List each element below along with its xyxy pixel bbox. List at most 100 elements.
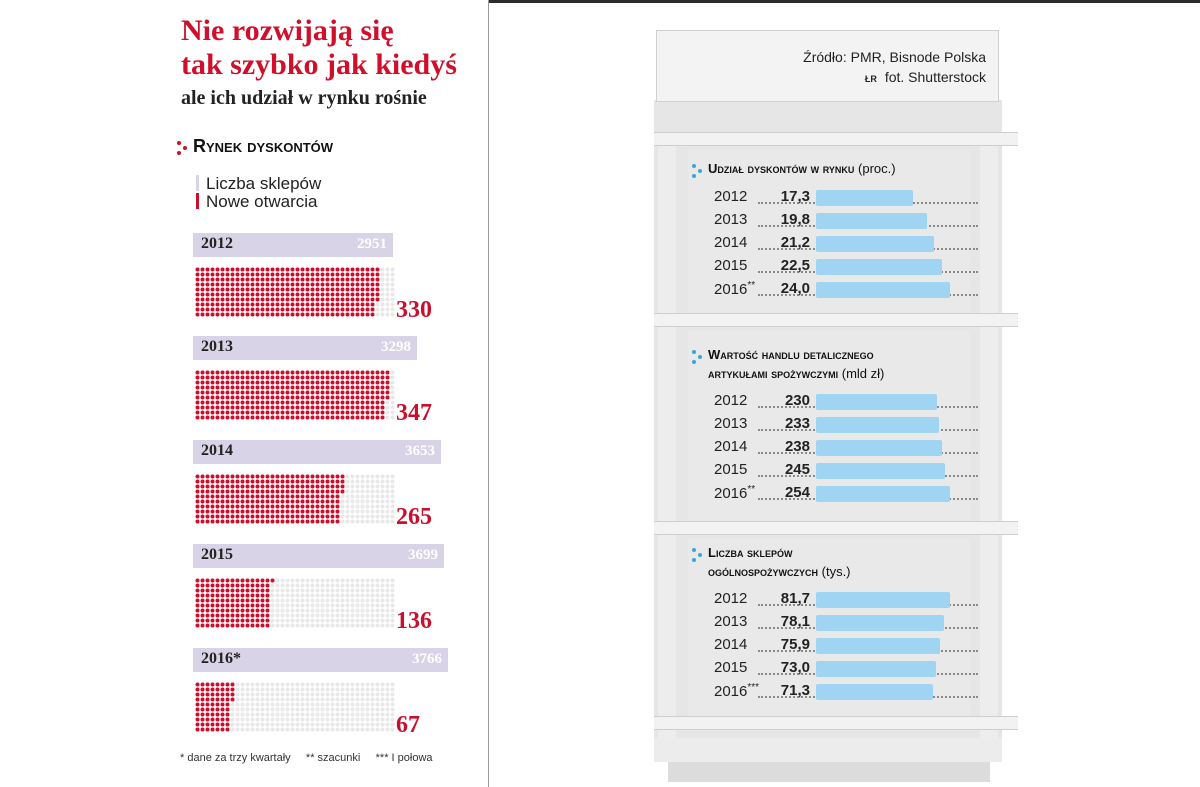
empty-dot — [315, 603, 320, 608]
opening-dot — [240, 307, 245, 312]
value-bar — [816, 615, 944, 631]
opening-dot — [230, 405, 235, 410]
empty-dot — [260, 697, 265, 702]
opening-dot — [380, 380, 385, 385]
opening-dot — [370, 272, 375, 277]
empty-dot — [385, 282, 390, 287]
opening-dot — [355, 277, 360, 282]
opening-dot — [205, 727, 210, 732]
empty-dot — [330, 712, 335, 717]
store-count-bar: 2016* 3766 — [193, 648, 448, 672]
opening-dot — [205, 277, 210, 282]
empty-dot — [305, 623, 310, 628]
opening-dot — [295, 267, 300, 272]
empty-dot — [350, 697, 355, 702]
opening-dot — [235, 474, 240, 479]
empty-dot — [320, 588, 325, 593]
opening-dot — [215, 312, 220, 317]
opening-dot — [255, 578, 260, 583]
empty-dot — [355, 702, 360, 707]
opening-dot — [205, 405, 210, 410]
empty-dot — [375, 613, 380, 618]
empty-dot — [370, 702, 375, 707]
opening-dot — [195, 623, 200, 628]
opening-dot — [270, 390, 275, 395]
new-openings-dots — [195, 267, 395, 317]
opening-dot — [290, 400, 295, 405]
value-bar — [816, 417, 939, 433]
opening-dot — [200, 623, 205, 628]
opening-dot — [280, 277, 285, 282]
opening-dot — [205, 312, 210, 317]
empty-dot — [385, 400, 390, 405]
opening-dot — [290, 390, 295, 395]
opening-dot — [375, 395, 380, 400]
opening-dot — [220, 489, 225, 494]
opening-dot — [290, 504, 295, 509]
opening-dot — [235, 583, 240, 588]
opening-dot — [300, 415, 305, 420]
empty-dot — [295, 598, 300, 603]
opening-dot — [255, 415, 260, 420]
opening-dot — [380, 385, 385, 390]
opening-dot — [205, 380, 210, 385]
empty-dot — [300, 702, 305, 707]
opening-dot — [285, 297, 290, 302]
opening-dot — [295, 385, 300, 390]
opening-dot — [375, 410, 380, 415]
opening-dot — [310, 287, 315, 292]
empty-dot — [255, 697, 260, 702]
opening-dot — [225, 400, 230, 405]
empty-dot — [325, 578, 330, 583]
store-count-bar: 2012 2951 — [193, 233, 393, 257]
opening-dot — [265, 613, 270, 618]
opening-dot — [315, 292, 320, 297]
opening-dot — [320, 499, 325, 504]
opening-dot — [340, 370, 345, 375]
empty-dot — [390, 692, 395, 697]
opening-dot — [215, 489, 220, 494]
empty-dot — [355, 687, 360, 692]
data-row: 2016*** 71,3 — [714, 680, 978, 702]
empty-dot — [320, 702, 325, 707]
opening-dot — [380, 415, 385, 420]
opening-dot — [340, 380, 345, 385]
opening-dot — [300, 395, 305, 400]
opening-dot — [205, 598, 210, 603]
opening-dot — [325, 499, 330, 504]
opening-dot — [295, 375, 300, 380]
empty-dot — [305, 702, 310, 707]
opening-dot — [330, 395, 335, 400]
opening-dot — [270, 370, 275, 375]
empty-dot — [370, 692, 375, 697]
panel-retail-title: Wartość handlu detalicznego artykułami s… — [692, 346, 884, 383]
opening-dot — [195, 588, 200, 593]
empty-dot — [340, 692, 345, 697]
opening-dot — [245, 603, 250, 608]
opening-dot — [320, 292, 325, 297]
row-year: 2014 — [714, 234, 748, 251]
empty-dot — [250, 692, 255, 697]
opening-dot — [220, 618, 225, 623]
data-row: 2014 21,2 — [714, 232, 978, 254]
opening-dot — [210, 405, 215, 410]
row-year: 2016** — [714, 484, 756, 502]
opening-dot — [335, 287, 340, 292]
empty-dot — [365, 519, 370, 524]
empty-dot — [275, 727, 280, 732]
empty-dot — [375, 717, 380, 722]
empty-dot — [325, 707, 330, 712]
opening-dot — [345, 267, 350, 272]
empty-dot — [310, 588, 315, 593]
opening-dot — [295, 494, 300, 499]
opening-dot — [230, 588, 235, 593]
opening-dot — [225, 479, 230, 484]
opening-dot — [200, 297, 205, 302]
empty-dot — [335, 613, 340, 618]
legend-new-label: Nowe otwarcia — [206, 192, 318, 211]
opening-dot — [385, 385, 390, 390]
empty-dot — [370, 603, 375, 608]
opening-dot — [245, 484, 250, 489]
opening-dot — [315, 484, 320, 489]
opening-dot — [235, 267, 240, 272]
